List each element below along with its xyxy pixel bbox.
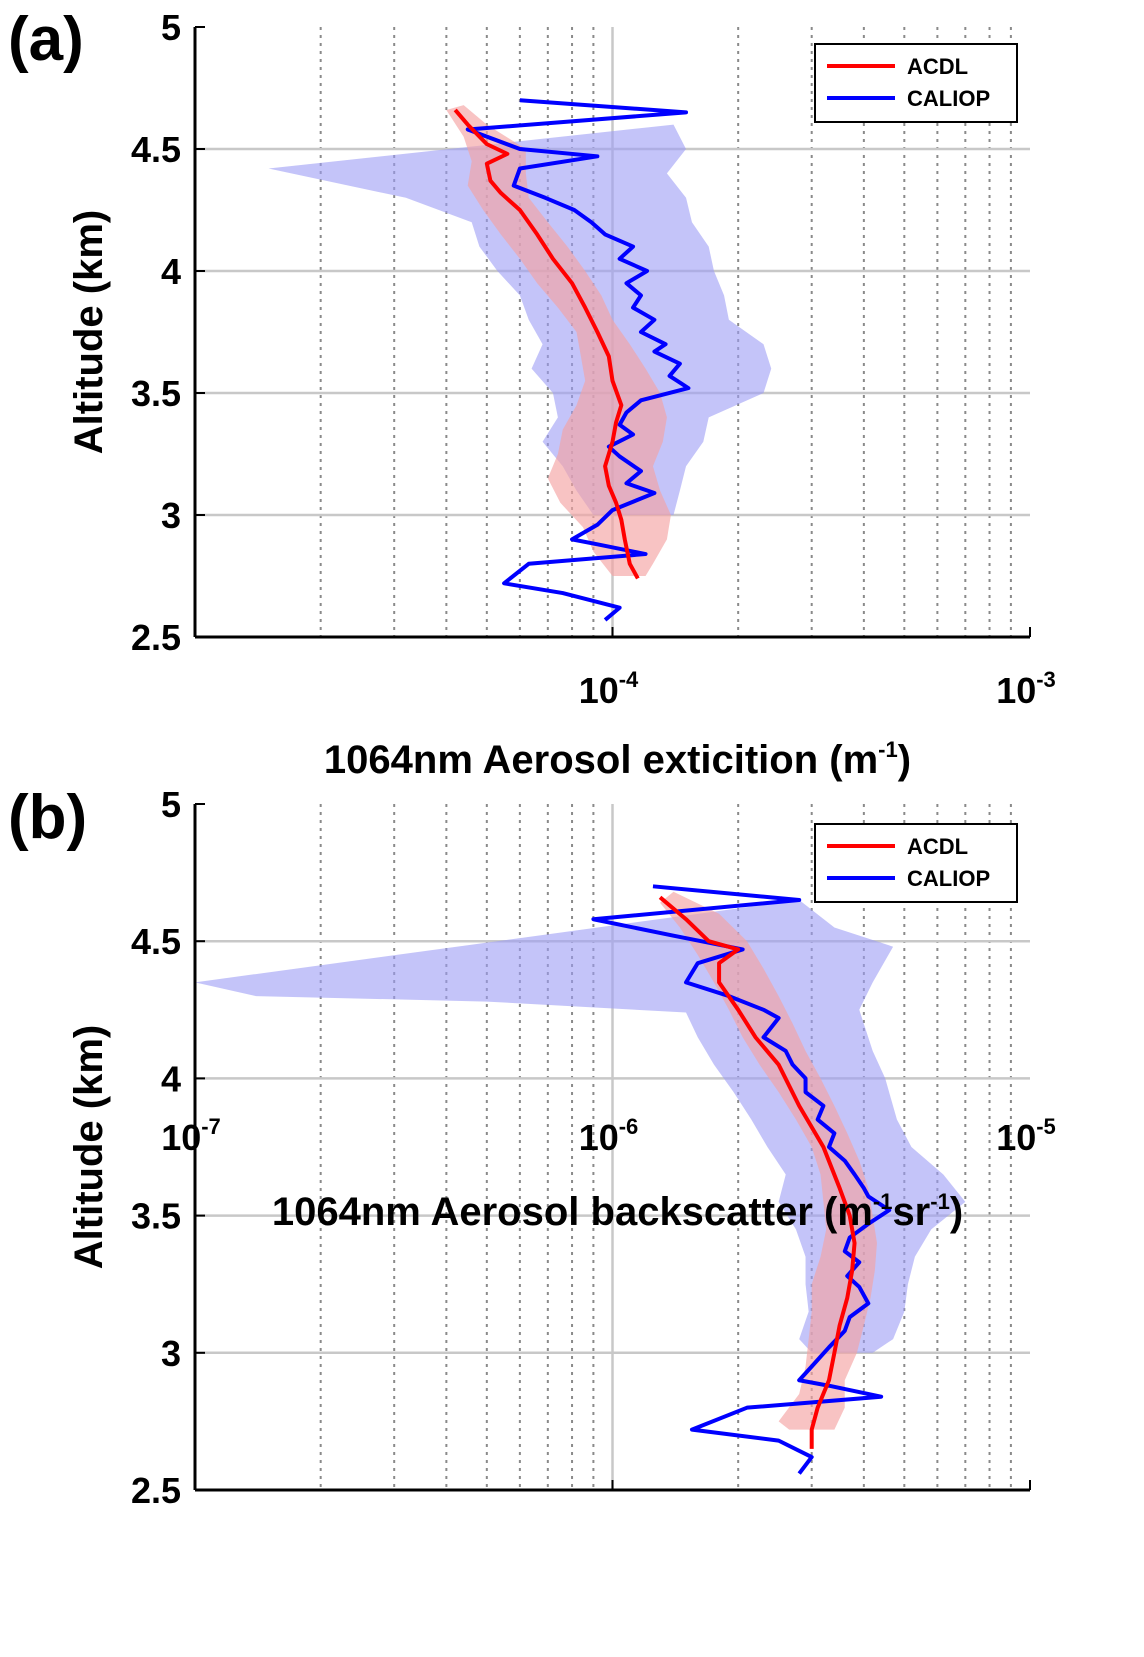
x-tick-base: 10 [161,1117,201,1158]
x-axis-title: 1064nm Aerosol exticition (m-1) [324,737,911,782]
x-tick-base: 10 [579,670,619,711]
x-tick-exponent: -3 [1036,667,1056,692]
legend: ACDL CALIOP [814,43,1018,123]
y-axis-title: Altitude (km) [67,210,111,454]
legend-label-caliop: CALIOP [907,866,990,891]
y-tick-label: 2.5 [131,617,181,658]
data-layer [268,98,772,622]
y-tick-label: 5 [161,7,181,48]
x-tick-label: 10-3 [996,667,1056,711]
x-axis-title: 1064nm Aerosol backscatter (m-1sr-1) [272,1189,963,1234]
y-axis-title: Altitude (km) [67,1025,111,1269]
x-title-mid: sr [892,1190,930,1234]
legend-box [814,823,1018,903]
legend-label-acdl: ACDL [907,54,968,79]
x-tick-label: 10-4 [579,667,639,711]
x-title-sup: -1 [873,1189,893,1214]
x-tick-label: 10-6 [579,1114,639,1158]
x-title-sup2: -1 [930,1189,950,1214]
acdl-line [453,108,640,580]
panel-label: (b) [8,783,87,852]
legend-box [814,43,1018,123]
x-tick-base: 10 [579,1117,619,1158]
acdl-line [658,895,857,1449]
x-tick-label: 10-7 [161,1114,221,1158]
y-tick-label: 2.5 [131,1470,181,1511]
x-title-sup: -1 [878,737,898,762]
x-tick-exponent: -6 [619,1114,639,1139]
y-tick-label: 4.5 [131,921,181,962]
y-tick-label: 4 [161,251,181,292]
legend: ACDL CALIOP [814,823,1018,903]
caliop-line [465,98,691,622]
x-title-tail: ) [898,738,911,782]
x-title-main: 1064nm Aerosol exticition (m [324,738,878,782]
x-title-main: 1064nm Aerosol backscatter (m [272,1190,873,1234]
y-tick-label: 3.5 [131,1196,181,1237]
x-tick-label: 10-5 [996,1114,1056,1158]
x-tick-exponent: -7 [201,1114,221,1139]
y-tick-label: 3.5 [131,373,181,414]
legend-label-acdl: ACDL [907,834,968,859]
y-tick-label: 4.5 [131,129,181,170]
acdl-uncertainty-band [660,891,877,1430]
data-layer [195,884,966,1475]
legend-label-caliop: CALIOP [907,86,990,111]
y-tick-label: 4 [161,1058,181,1099]
x-tick-exponent: -4 [619,667,639,692]
y-tick-label: 3 [161,1333,181,1374]
y-tick-label: 5 [161,784,181,825]
x-tick-base: 10 [996,670,1036,711]
panel-label: (a) [8,5,84,74]
x-tick-base: 10 [996,1117,1036,1158]
x-title-tail: ) [950,1190,963,1234]
y-tick-label: 3 [161,495,181,536]
acdl-uncertainty-band [446,105,671,576]
x-tick-exponent: -5 [1036,1114,1056,1139]
